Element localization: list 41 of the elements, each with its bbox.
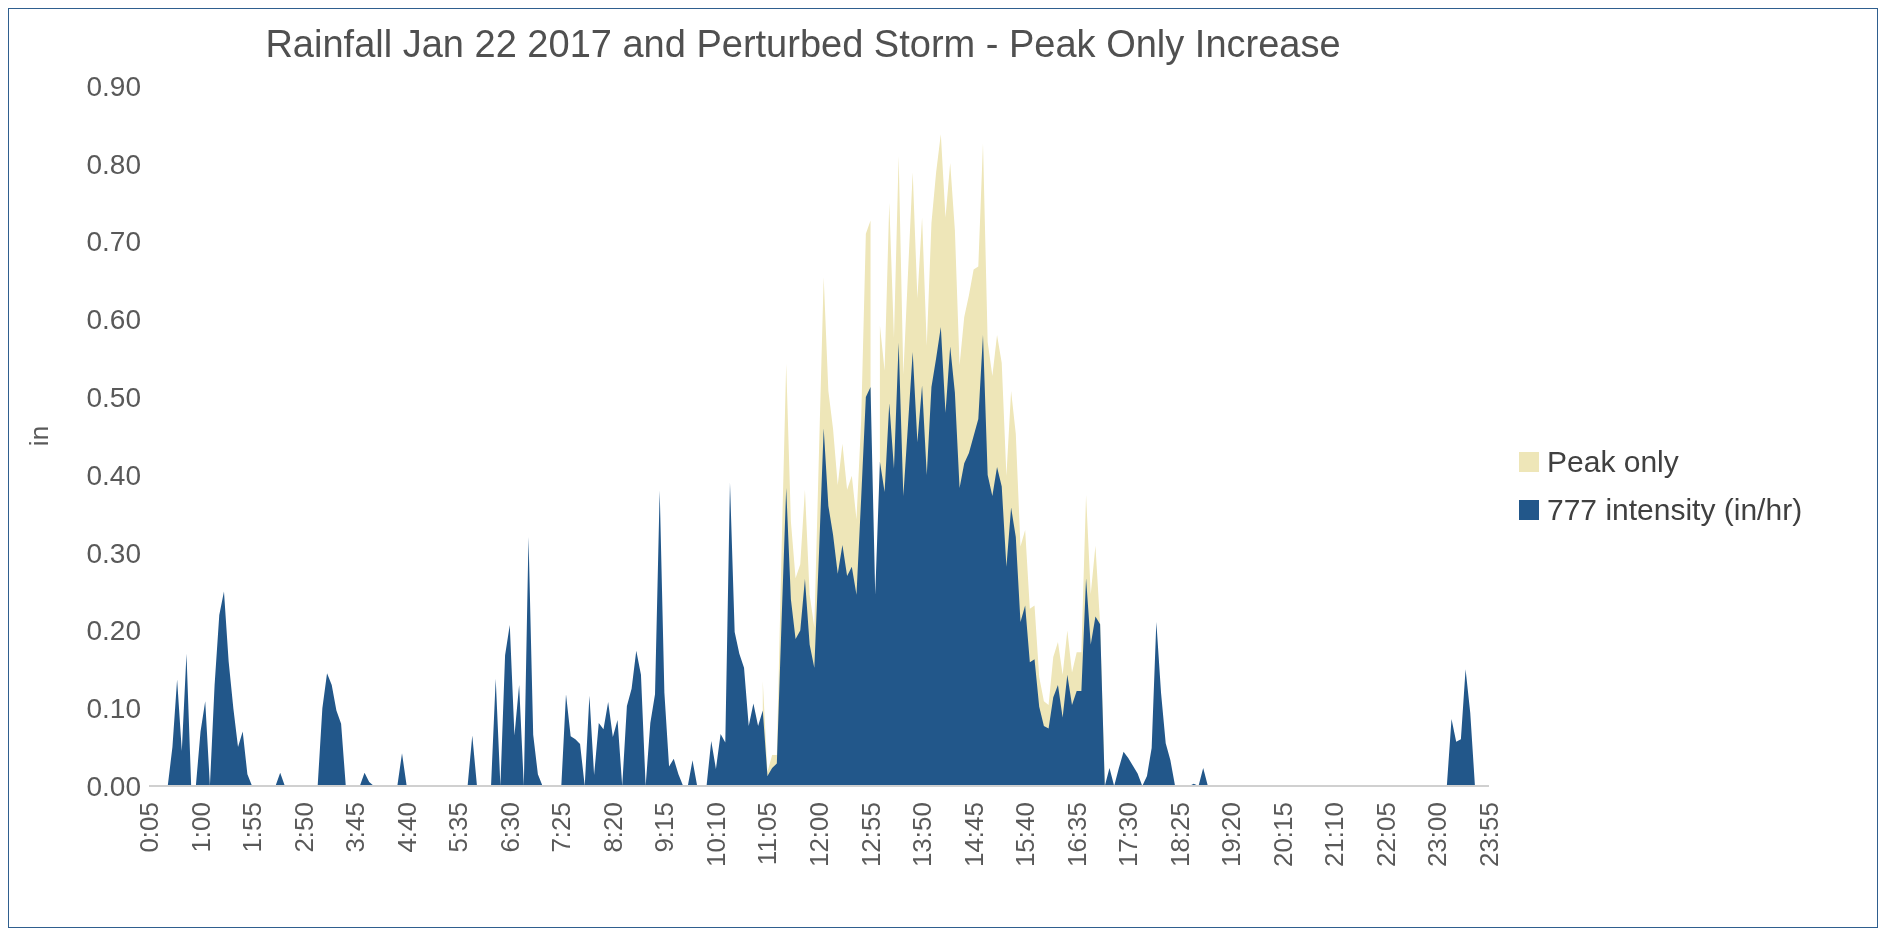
legend-label: 777 intensity (in/hr) <box>1547 493 1803 527</box>
x-tick-label: 20:15 <box>1267 802 1298 868</box>
x-tick-label: 21:10 <box>1319 802 1350 868</box>
x-tick-label: 12:00 <box>804 802 834 868</box>
y-axis-title: in <box>24 425 55 447</box>
x-tick-label: 1:55 <box>237 802 268 853</box>
y-tick-label: 0.80 <box>86 148 141 180</box>
x-tick-label: 12:55 <box>855 802 886 868</box>
y-tick-label: 0.20 <box>86 615 141 647</box>
x-tick-label: 18:25 <box>1164 802 1195 868</box>
y-tick-label: 0.50 <box>86 382 141 414</box>
x-tick-label: 6:30 <box>494 802 525 853</box>
x-tick-label: 2:50 <box>288 802 319 853</box>
y-tick-label: 0.40 <box>86 459 141 491</box>
x-tick-label: 19:20 <box>1216 802 1247 868</box>
x-tick-label: 9:15 <box>649 802 680 853</box>
x-tick-label: 10:10 <box>700 802 731 868</box>
x-tick-label: 23:55 <box>1474 802 1504 868</box>
x-tick-label: 7:25 <box>546 802 577 853</box>
x-tick-label: 5:35 <box>443 802 474 853</box>
x-tick-label: 22:05 <box>1370 802 1401 868</box>
legend-label: Peak only <box>1547 445 1679 479</box>
x-tick-label: 1:00 <box>185 802 216 853</box>
chart-title: Rainfall Jan 22 2017 and Perturbed Storm - Peak Only Increase <box>264 22 1342 66</box>
y-tick-label: 0.90 <box>86 70 141 102</box>
x-tick-label: 8:20 <box>597 802 628 853</box>
x-tick-label: 4:40 <box>391 802 422 853</box>
x-tick-label: 16:35 <box>1061 802 1092 868</box>
x-tick-label: 3:45 <box>340 802 371 853</box>
y-tick-label: 0.70 <box>86 226 141 258</box>
y-tick-label: 0.10 <box>86 693 141 725</box>
x-tick-label: 13:50 <box>907 802 938 868</box>
y-tick-label: 0.60 <box>86 304 141 336</box>
x-tick-label: 14:45 <box>958 802 989 868</box>
x-tick-label: 0:05 <box>134 802 164 853</box>
x-tick-label: 15:40 <box>1010 802 1041 868</box>
x-tick-label: 11:05 <box>752 802 783 866</box>
y-tick-label: 0.30 <box>86 537 141 569</box>
x-tick-label: 23:00 <box>1422 802 1453 868</box>
x-tick-label: 17:30 <box>1113 802 1144 868</box>
y-tick-label: 0.00 <box>86 770 141 802</box>
